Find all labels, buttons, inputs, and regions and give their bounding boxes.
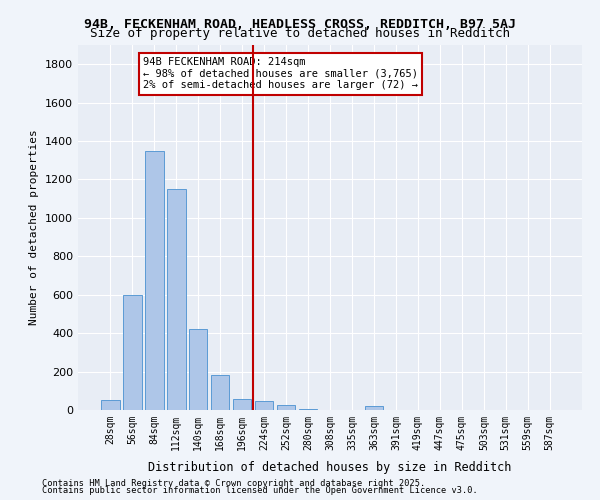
Bar xyxy=(211,376,229,410)
X-axis label: Distribution of detached houses by size in Redditch: Distribution of detached houses by size … xyxy=(148,461,512,474)
Bar xyxy=(233,400,251,410)
Bar xyxy=(123,294,142,410)
Text: Size of property relative to detached houses in Redditch: Size of property relative to detached ho… xyxy=(90,28,510,40)
Bar xyxy=(365,406,383,410)
Bar xyxy=(255,402,274,410)
Bar xyxy=(189,330,208,410)
Text: 94B, FECKENHAM ROAD, HEADLESS CROSS, REDDITCH, B97 5AJ: 94B, FECKENHAM ROAD, HEADLESS CROSS, RED… xyxy=(84,18,516,30)
Bar xyxy=(299,409,317,410)
Bar xyxy=(101,400,119,410)
Text: 94B FECKENHAM ROAD: 214sqm
← 98% of detached houses are smaller (3,765)
2% of se: 94B FECKENHAM ROAD: 214sqm ← 98% of deta… xyxy=(143,57,418,90)
Bar xyxy=(145,150,164,410)
Text: Contains public sector information licensed under the Open Government Licence v3: Contains public sector information licen… xyxy=(42,486,478,495)
Text: Contains HM Land Registry data © Crown copyright and database right 2025.: Contains HM Land Registry data © Crown c… xyxy=(42,478,425,488)
Bar xyxy=(167,189,185,410)
Bar xyxy=(277,405,295,410)
Y-axis label: Number of detached properties: Number of detached properties xyxy=(29,130,40,326)
